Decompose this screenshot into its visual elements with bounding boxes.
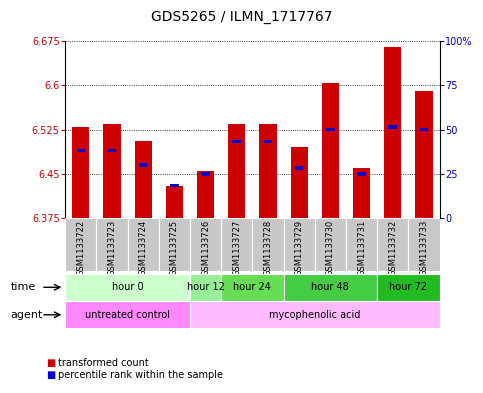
Text: untreated control: untreated control [85,310,170,320]
Text: GSM1133730: GSM1133730 [326,220,335,276]
Bar [201,172,210,176]
Bar [384,47,401,218]
Bar [65,218,97,271]
Text: GSM1133723: GSM1133723 [108,220,116,276]
Text: GSM1133724: GSM1133724 [139,220,148,276]
Bar [65,301,190,328]
Bar [377,218,408,271]
Bar [253,218,284,271]
Text: GSM1133733: GSM1133733 [419,220,428,276]
Bar [415,91,432,218]
Text: percentile rank within the sample: percentile rank within the sample [58,370,223,380]
Bar [135,141,152,218]
Bar [284,274,377,301]
Bar [408,218,440,271]
Text: transformed count: transformed count [58,358,149,368]
Bar [326,128,335,131]
Bar [228,124,245,218]
Text: agent: agent [11,310,43,320]
Text: ■: ■ [46,358,55,368]
Bar [190,274,221,301]
Text: GSM1133726: GSM1133726 [201,220,210,276]
Bar [357,172,366,176]
Text: mycophenolic acid: mycophenolic acid [269,310,360,320]
Text: hour 48: hour 48 [312,282,349,292]
Bar [128,218,159,271]
Bar [221,218,253,271]
Text: GSM1133725: GSM1133725 [170,220,179,276]
Text: GSM1133732: GSM1133732 [388,220,397,276]
Text: hour 72: hour 72 [389,282,427,292]
Bar [72,127,89,218]
Text: hour 24: hour 24 [233,282,271,292]
Bar [284,218,315,271]
Bar [103,124,121,218]
Bar [353,168,370,218]
Bar [65,274,190,301]
Bar [108,149,116,152]
Bar [97,218,128,271]
Bar [388,125,397,129]
Bar [197,171,214,218]
Text: ■: ■ [46,370,55,380]
Bar [322,83,339,218]
Text: hour 0: hour 0 [112,282,143,292]
Bar [259,124,277,218]
Bar [221,274,284,301]
Text: GSM1133731: GSM1133731 [357,220,366,276]
Bar [159,218,190,271]
Text: time: time [11,282,36,292]
Bar [76,149,85,152]
Bar [166,185,183,218]
Bar [232,140,241,143]
Text: GSM1133727: GSM1133727 [232,220,242,276]
Text: GSM1133729: GSM1133729 [295,220,304,276]
Bar [315,218,346,271]
Bar [264,140,272,143]
Bar [295,166,303,170]
Text: GDS5265 / ILMN_1717767: GDS5265 / ILMN_1717767 [151,10,332,24]
Bar [291,147,308,218]
Bar [170,184,179,187]
Text: GSM1133728: GSM1133728 [263,220,272,276]
Bar [377,274,440,301]
Bar [139,163,147,167]
Bar [190,301,440,328]
Bar [346,218,377,271]
Text: GSM1133722: GSM1133722 [76,220,85,276]
Bar [420,128,428,131]
Text: hour 12: hour 12 [186,282,225,292]
Bar [190,218,221,271]
